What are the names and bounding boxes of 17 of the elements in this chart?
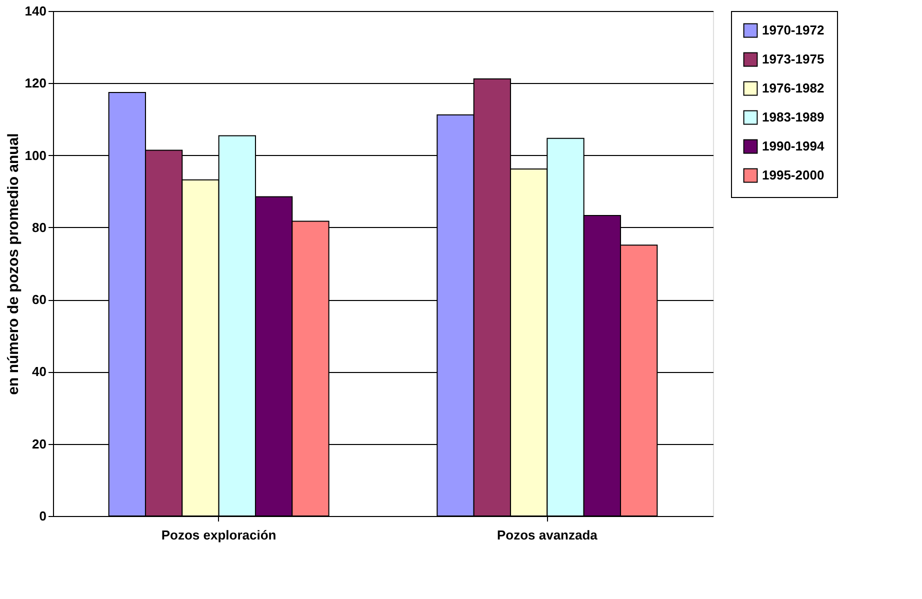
y-tick-label: 120: [24, 76, 46, 91]
x-tick-label: Pozos exploración: [161, 528, 276, 542]
legend-label: 1983-1989: [762, 110, 824, 124]
y-tick-label: 20: [32, 436, 46, 452]
legend-label: 1970-1972: [762, 22, 824, 38]
y-tick-label: 60: [32, 292, 46, 308]
y-tick-label: 40: [32, 364, 46, 380]
y-tick-label: 80: [32, 220, 46, 235]
y-tick-label: 140: [24, 4, 46, 18]
x-tick-label: Pozos avanzada: [496, 528, 598, 542]
y-tick-label: 0: [39, 508, 46, 524]
y-tick-label: 100: [24, 148, 46, 163]
legend-label: 1973-1975: [762, 52, 824, 66]
legend-label: 1990-1994: [762, 138, 825, 154]
y-axis-title: en número de pozos promedio anual: [4, 133, 22, 395]
legend-label: 1976-1982: [762, 80, 824, 96]
legend-label: 1995-2000: [762, 168, 824, 182]
